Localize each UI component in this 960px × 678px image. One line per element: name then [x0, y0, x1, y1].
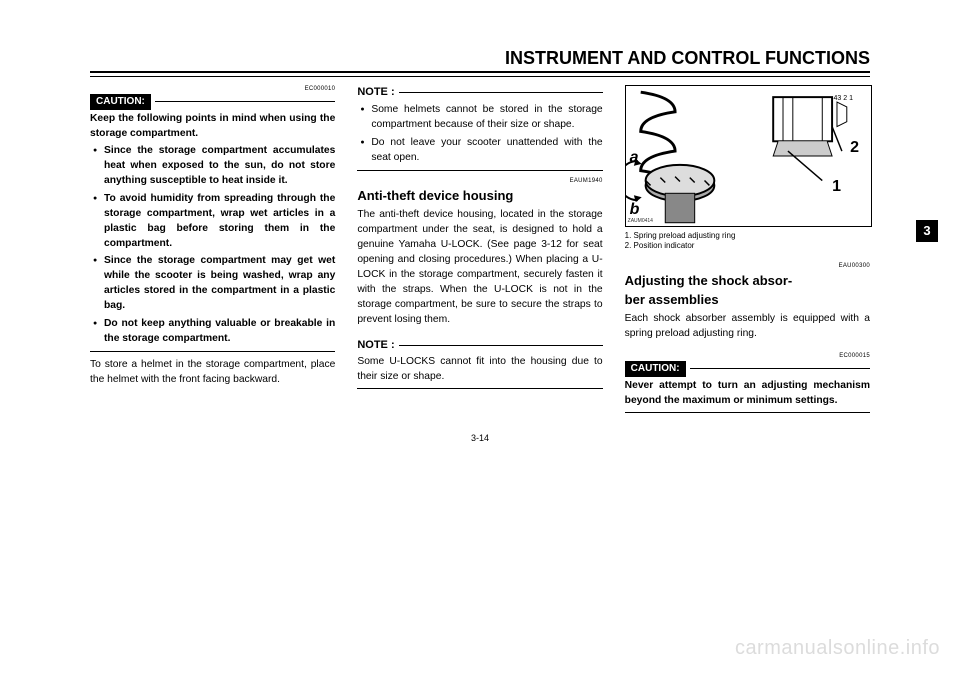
bullet-item: To avoid humidity from spreading through…: [90, 192, 335, 252]
page-title: INSTRUMENT AND CONTROL FUNCTIONS: [90, 48, 870, 73]
figure-caption: 1. Spring preload adjusting ring 2. Posi…: [625, 231, 870, 252]
divider: [625, 412, 870, 413]
column-3: a b 1 2 43 2 1 ZAUM0414 1. Spring preloa…: [625, 85, 870, 419]
ref-code: EC000010: [90, 85, 335, 94]
caution-label: CAUTION:: [625, 361, 686, 378]
header-underline: [90, 75, 870, 77]
divider: [90, 351, 335, 352]
figure-svg: [626, 86, 871, 226]
chapter-tab: 3: [916, 220, 938, 242]
caution-line: [690, 368, 870, 369]
page-number: 3-14: [90, 433, 870, 443]
note-label: NOTE :: [357, 338, 394, 354]
section-title: Anti-theft device housing: [357, 187, 602, 206]
ref-code: EAUM1940: [357, 177, 602, 186]
bullet-item: Since the storage compartment accumulate…: [90, 144, 335, 189]
bullet-item: Do not leave your scooter unattended wit…: [357, 136, 602, 166]
caution-label: CAUTION:: [90, 94, 151, 111]
caution-header: CAUTION:: [625, 361, 870, 378]
caution-bullets: Since the storage compartment accumulate…: [90, 144, 335, 347]
note-line: [399, 345, 603, 346]
manual-page: INSTRUMENT AND CONTROL FUNCTIONS 3 EC000…: [90, 48, 870, 608]
ref-code: EC000015: [625, 352, 870, 361]
note-line: [399, 92, 603, 93]
note-header: NOTE :: [357, 338, 602, 354]
caution-header: CAUTION:: [90, 94, 335, 111]
caution-body: Never attempt to turn an adjusting mecha…: [625, 379, 870, 409]
column-2: NOTE : Some helmets cannot be stored in …: [357, 85, 602, 419]
content-columns: EC000010 CAUTION: Keep the following poi…: [90, 85, 870, 419]
watermark: carmanualsonline.info: [735, 637, 940, 660]
bullet-item: Do not keep anything valuable or breakab…: [90, 317, 335, 347]
figure-code: ZAUM0414: [628, 218, 653, 225]
caption-line: 1. Spring preload adjusting ring: [625, 231, 870, 241]
figure-label-2: 2: [850, 136, 859, 159]
body-text: The anti-theft device housing, located i…: [357, 208, 602, 327]
column-1: EC000010 CAUTION: Keep the following poi…: [90, 85, 335, 419]
divider: [357, 170, 602, 171]
figure-marks: 43 2 1: [834, 94, 853, 104]
shock-absorber-figure: a b 1 2 43 2 1 ZAUM0414: [625, 85, 872, 227]
spacer: [357, 328, 602, 338]
caution-line: [155, 101, 335, 102]
spacer: [625, 342, 870, 352]
note-label: NOTE :: [357, 85, 394, 101]
divider: [357, 388, 602, 389]
figure-label-a: a: [630, 146, 639, 169]
section-title: Adjusting the shock absor- ber assemblie…: [625, 272, 870, 310]
body-text: To store a helmet in the storage compart…: [90, 358, 335, 388]
caution-intro: Keep the following points in mind when u…: [90, 112, 335, 142]
bullet-item: Some helmets cannot be stored in the sto…: [357, 103, 602, 133]
figure-label-1: 1: [832, 175, 841, 198]
note-body: Some U-LOCKS cannot fit into the housing…: [357, 355, 602, 385]
note-bullets: Some helmets cannot be stored in the sto…: [357, 103, 602, 166]
body-text: Each shock absorber assembly is equipped…: [625, 312, 870, 342]
note-header: NOTE :: [357, 85, 602, 101]
bullet-item: Since the storage compartment may get we…: [90, 254, 335, 314]
ref-code: EAU00300: [625, 262, 870, 271]
caption-line: 2. Position indicator: [625, 241, 870, 251]
